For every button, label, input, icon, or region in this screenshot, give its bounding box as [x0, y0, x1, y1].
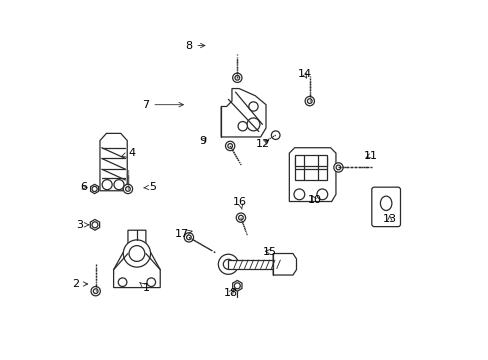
Circle shape [93, 289, 98, 293]
Polygon shape [113, 230, 160, 288]
Text: 15: 15 [262, 247, 276, 257]
Text: 11: 11 [363, 150, 377, 161]
Text: 13: 13 [382, 215, 396, 224]
FancyBboxPatch shape [294, 157, 326, 180]
Polygon shape [289, 148, 335, 202]
Circle shape [232, 73, 242, 82]
Circle shape [147, 278, 155, 287]
Circle shape [92, 222, 98, 228]
Circle shape [123, 240, 150, 267]
Text: 14: 14 [297, 69, 311, 79]
Polygon shape [90, 184, 99, 194]
Circle shape [184, 233, 193, 242]
Text: 3: 3 [76, 220, 89, 230]
Circle shape [333, 163, 343, 172]
Circle shape [305, 96, 314, 106]
Circle shape [248, 102, 258, 111]
Text: 18: 18 [224, 288, 238, 298]
FancyBboxPatch shape [371, 187, 400, 226]
Circle shape [271, 131, 280, 139]
Text: 16: 16 [233, 197, 247, 209]
Text: 9: 9 [199, 136, 206, 145]
Circle shape [118, 278, 126, 287]
Text: 6: 6 [81, 182, 87, 192]
Circle shape [238, 122, 247, 131]
Circle shape [92, 186, 97, 192]
Circle shape [129, 246, 144, 261]
Circle shape [278, 260, 285, 268]
Circle shape [227, 144, 232, 148]
Text: 2: 2 [72, 279, 87, 289]
Text: 5: 5 [143, 182, 156, 192]
Text: 4: 4 [122, 148, 135, 158]
Circle shape [125, 186, 130, 191]
Circle shape [293, 189, 304, 200]
Circle shape [316, 189, 327, 200]
Polygon shape [100, 134, 127, 191]
Text: 17: 17 [174, 229, 192, 239]
Circle shape [218, 254, 238, 274]
Ellipse shape [380, 196, 391, 211]
FancyBboxPatch shape [294, 155, 326, 166]
Circle shape [114, 180, 124, 190]
Circle shape [123, 184, 132, 194]
Circle shape [236, 213, 245, 222]
Circle shape [274, 256, 289, 272]
Polygon shape [273, 253, 296, 275]
Circle shape [235, 76, 239, 80]
Circle shape [225, 141, 234, 150]
Polygon shape [221, 89, 265, 137]
Circle shape [234, 283, 240, 289]
Text: 10: 10 [307, 195, 321, 205]
Text: 1: 1 [139, 282, 149, 293]
Text: 7: 7 [142, 100, 183, 110]
Circle shape [246, 118, 260, 131]
Circle shape [307, 99, 311, 103]
Text: 12: 12 [256, 139, 270, 149]
Circle shape [238, 215, 243, 220]
Polygon shape [232, 280, 242, 291]
Circle shape [102, 180, 112, 190]
Text: 8: 8 [185, 41, 204, 50]
Circle shape [91, 287, 100, 296]
Polygon shape [90, 220, 100, 230]
Circle shape [186, 235, 191, 240]
Polygon shape [228, 260, 282, 269]
Circle shape [223, 259, 233, 269]
Circle shape [335, 165, 340, 170]
